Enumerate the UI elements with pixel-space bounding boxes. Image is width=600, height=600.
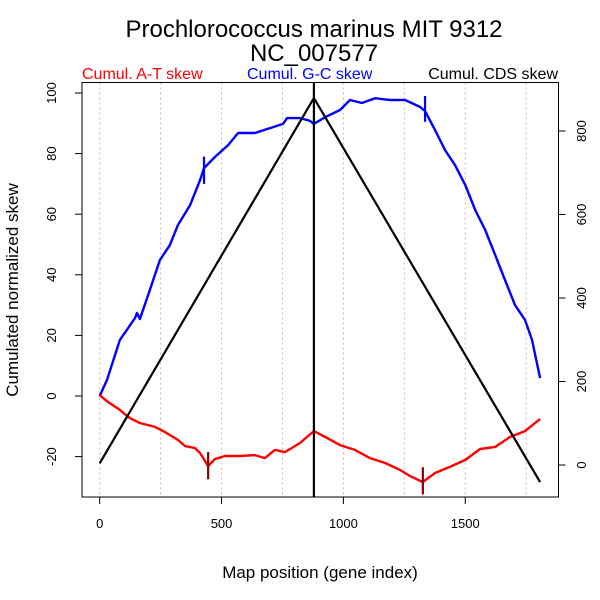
y-tick-label: 80 (44, 146, 59, 160)
legend-gc-skew: Cumul. G-C skew (247, 66, 373, 83)
x-tick-label: 500 (211, 516, 233, 531)
x-tick-label: 1500 (451, 516, 480, 531)
x-tick-label: 0 (96, 516, 103, 531)
y-tick-label: 60 (44, 207, 59, 221)
cumul-a-t-skew-line (98, 394, 541, 484)
grid (99, 82, 527, 497)
y-axis-right: 0 200 400 600 800 (558, 120, 589, 469)
y-tick-label: -20 (44, 447, 59, 466)
legend: Cumul. A-T skew Cumul. G-C skew Cumul. C… (82, 66, 558, 83)
chart-subtitle: NC_007577 (250, 40, 378, 67)
y-tick-label: 0 (44, 392, 59, 399)
y-tick-label: 20 (44, 328, 59, 342)
y2-tick-label: 800 (574, 120, 589, 142)
x-axis-label: Map position (gene index) (222, 563, 418, 582)
y2-tick-label: 200 (574, 371, 589, 393)
legend-at-skew: Cumul. A-T skew (82, 66, 203, 83)
cumul-cds-skew-line (98, 96, 542, 483)
legend-cds-skew: Cumul. CDS skew (428, 66, 558, 83)
series-layer (98, 82, 542, 497)
y-axis-left: -20 0 20 40 60 80 100 (44, 82, 82, 466)
y-tick-label: 40 (44, 268, 59, 282)
x-axis: 0 500 1000 1500 (96, 496, 480, 531)
x-tick-label: 1000 (329, 516, 358, 531)
y-tick-label: 100 (44, 82, 59, 104)
y2-tick-label: 600 (574, 204, 589, 226)
y-axis-label: Cumulated normalized skew (3, 183, 22, 397)
cumul-g-c-skew-line (98, 96, 542, 397)
y2-tick-label: 400 (574, 287, 589, 309)
chart-title: Prochlorococcus marinus MIT 9312 (125, 16, 502, 43)
y2-tick-label: 0 (574, 461, 589, 468)
